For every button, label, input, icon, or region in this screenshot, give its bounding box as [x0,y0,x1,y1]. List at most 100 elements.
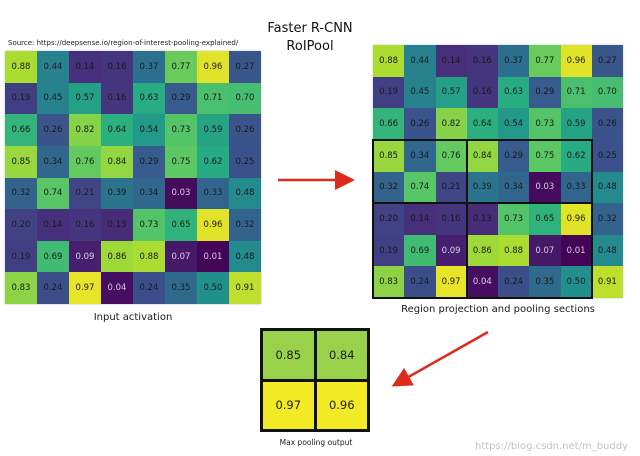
diagram-title: Faster R-CNN RoIPool [230,20,390,56]
projection-cell-r4-c6: 0.33 [560,171,592,204]
input-activation-caption: Input activation [93,312,173,323]
input-cell-r0-c1: 0.44 [37,51,69,83]
input-cell-r1-c0: 0.19 [5,82,37,115]
projection-cell-r0-c2: 0.14 [435,45,467,77]
input-cell-r2-c2: 0.82 [69,114,101,146]
input-cell-r2-c0: 0.66 [5,114,37,146]
projection-cell-r7-c6: 0.50 [560,266,592,298]
input-cell-r2-c5: 0.73 [165,114,197,146]
projection-cell-r2-c1: 0.26 [404,108,436,140]
input-cell-r3-c2: 0.76 [69,145,101,178]
input-cell-r6-c4: 0.88 [133,240,165,273]
input-cell-r2-c6: 0.59 [197,114,229,146]
input-cell-r7-c6: 0.50 [197,272,229,304]
projection-cell-r5-c0: 0.20 [373,203,405,235]
projection-cell-r4-c1: 0.74 [404,171,436,204]
input-cell-r5-c1: 0.14 [37,209,69,241]
input-cell-r5-c2: 0.16 [69,209,101,241]
input-cell-r3-c1: 0.34 [37,145,69,178]
input-cell-r4-c7: 0.48 [229,177,261,210]
input-cell-r6-c0: 0.19 [5,240,37,273]
projection-cell-r4-c2: 0.21 [435,171,467,204]
projection-cell-r4-c3: 0.39 [466,171,498,204]
projection-cell-r6-c2: 0.09 [435,234,467,267]
projection-cell-r5-c4: 0.73 [498,203,530,235]
projection-cell-r2-c5: 0.73 [529,108,561,140]
projection-cell-r3-c3: 0.84 [466,139,498,172]
projection-cell-r5-c7: 0.32 [591,203,623,235]
region-projection-heatmap: 0.88 0.44 0.14 0.16 0.37 0.77 0.96 0.27 0.19 0.45… [373,45,623,298]
max-pooling-output-grid: 0.85 0.84 0.97 0.96 [260,328,370,432]
arrow-down-left-icon [391,330,489,387]
projection-cell-r5-c6: 0.96 [560,203,592,235]
input-cell-r3-c6: 0.62 [197,145,229,178]
projection-cell-r1-c2: 0.57 [435,76,467,109]
input-cell-r1-c5: 0.29 [165,82,197,115]
projection-cell-r7-c5: 0.35 [529,266,561,298]
projection-cell-r3-c2: 0.76 [435,139,467,172]
projection-cell-r3-c4: 0.29 [498,139,530,172]
input-cell-r5-c6: 0.96 [197,209,229,241]
input-cell-r0-c6: 0.96 [197,51,229,83]
input-cell-r3-c3: 0.84 [101,145,133,178]
projection-cell-r2-c2: 0.82 [435,108,467,140]
projection-cell-r3-c7: 0.25 [591,139,623,172]
output-cell-r0-c1: 0.84 [316,331,367,379]
max-pooling-caption: Max pooling output [279,438,353,447]
projection-cell-r4-c4: 0.34 [498,171,530,204]
input-cell-r6-c1: 0.69 [37,240,69,273]
input-cell-r3-c5: 0.75 [165,145,197,178]
projection-cell-r3-c5: 0.75 [529,139,561,172]
projection-cell-r1-c7: 0.70 [591,76,623,109]
input-cell-r5-c0: 0.20 [5,209,37,241]
input-activation-heatmap: 0.88 0.44 0.14 0.16 0.37 0.77 0.96 0.27 0.19 0.45… [5,51,261,304]
projection-cell-r3-c0: 0.85 [373,139,405,172]
input-cell-r1-c1: 0.45 [37,82,69,115]
input-cell-r5-c3: 0.13 [101,209,133,241]
projection-cell-r3-c6: 0.62 [560,139,592,172]
input-cell-r3-c7: 0.25 [229,145,261,178]
projection-cell-r2-c7: 0.26 [591,108,623,140]
input-cell-r5-c4: 0.73 [133,209,165,241]
input-cell-r7-c2: 0.97 [69,272,101,304]
projection-cell-r1-c4: 0.63 [498,76,530,109]
input-cell-r1-c4: 0.63 [133,82,165,115]
projection-cell-r5-c1: 0.14 [404,203,436,235]
input-cell-r1-c2: 0.57 [69,82,101,115]
projection-cell-r4-c7: 0.48 [591,171,623,204]
input-cell-r0-c0: 0.88 [5,51,37,83]
input-cell-r4-c2: 0.21 [69,177,101,210]
projection-cell-r0-c4: 0.37 [498,45,530,77]
projection-cell-r1-c5: 0.29 [529,76,561,109]
input-cell-r7-c1: 0.24 [37,272,69,304]
projection-cell-r5-c2: 0.16 [435,203,467,235]
output-cell-r1-c1: 0.96 [316,381,367,429]
projection-cell-r2-c0: 0.66 [373,108,405,140]
input-cell-r4-c0: 0.32 [5,177,37,210]
projection-cell-r6-c6: 0.01 [560,234,592,267]
projection-cell-r0-c0: 0.88 [373,45,405,77]
input-cell-r3-c4: 0.29 [133,145,165,178]
input-cell-r4-c1: 0.74 [37,177,69,210]
projection-cell-r7-c1: 0.24 [404,266,436,298]
input-cell-r6-c7: 0.48 [229,240,261,273]
projection-cell-r0-c6: 0.96 [560,45,592,77]
input-cell-r5-c5: 0.65 [165,209,197,241]
projection-cell-r6-c0: 0.19 [373,234,405,267]
projection-cell-r7-c2: 0.97 [435,266,467,298]
input-cell-r5-c7: 0.32 [229,209,261,241]
projection-cell-r6-c4: 0.88 [498,234,530,267]
input-cell-r1-c7: 0.70 [229,82,261,115]
projection-cell-r0-c1: 0.44 [404,45,436,77]
projection-cell-r6-c5: 0.07 [529,234,561,267]
input-cell-r0-c7: 0.27 [229,51,261,83]
input-cell-r2-c7: 0.26 [229,114,261,146]
input-cell-r4-c4: 0.34 [133,177,165,210]
input-cell-r7-c3: 0.04 [101,272,133,304]
projection-cell-r5-c3: 0.13 [466,203,498,235]
input-cell-r0-c3: 0.16 [101,51,133,83]
projection-cell-r6-c1: 0.69 [404,234,436,267]
projection-cell-r2-c4: 0.54 [498,108,530,140]
projection-cell-r3-c1: 0.34 [404,139,436,172]
projection-cell-r7-c0: 0.83 [373,266,405,298]
